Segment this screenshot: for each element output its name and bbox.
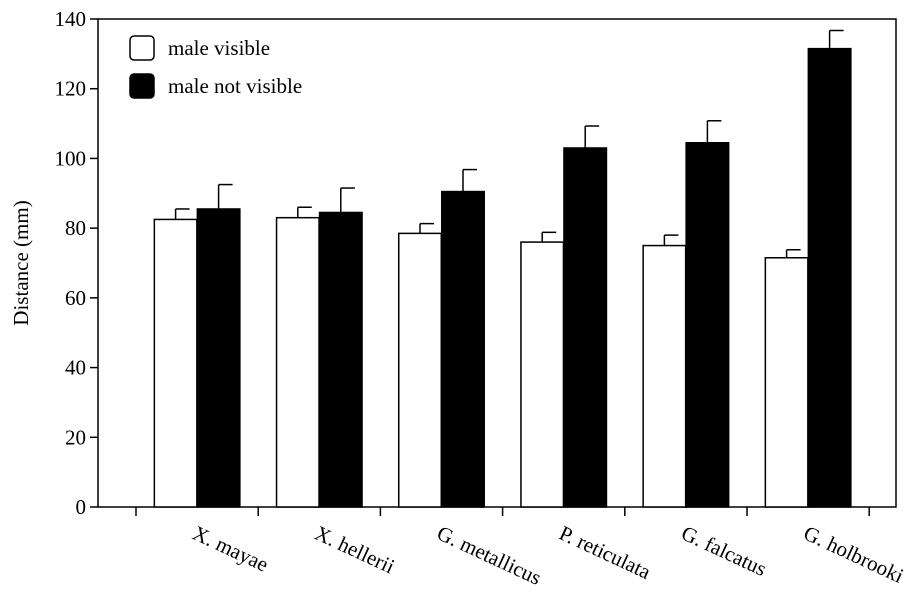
y-axis-title: Distance (mm) <box>9 200 33 325</box>
y-tick-label: 120 <box>55 77 87 101</box>
bars <box>153 47 852 508</box>
legend-swatch <box>129 73 155 99</box>
y-tick-label: 0 <box>76 495 87 519</box>
x-category-label: G. holbrooki <box>800 521 908 588</box>
y-tick-label: 80 <box>65 216 86 240</box>
bar <box>563 147 608 508</box>
bar <box>685 141 730 508</box>
plot-frame <box>97 18 897 508</box>
bar <box>642 244 687 508</box>
y-tick-label: 20 <box>65 425 86 449</box>
y-tick-label: 60 <box>65 286 86 310</box>
x-category-label: G. falcatus <box>678 521 771 581</box>
bar <box>441 190 485 508</box>
bar <box>520 241 565 508</box>
legend-swatch <box>129 35 155 61</box>
bar <box>398 232 442 508</box>
axes <box>90 18 897 516</box>
x-category-label: G. metallicus <box>433 521 545 590</box>
bar <box>764 257 809 508</box>
bar <box>196 208 241 508</box>
bar <box>275 216 320 508</box>
y-tick-label: 140 <box>55 7 87 31</box>
x-category-label: X. hellerii <box>311 521 398 579</box>
x-category-label: P. reticulata <box>556 521 656 584</box>
error-bars <box>174 29 844 258</box>
y-tick-label: 100 <box>55 146 87 170</box>
bar <box>153 218 198 508</box>
x-category-label: X. mayae <box>189 521 272 577</box>
bar <box>807 47 852 508</box>
legend-label: male visible <box>168 36 270 60</box>
legend-label: male not visible <box>168 74 302 98</box>
bar <box>318 211 363 508</box>
y-tick-label: 40 <box>65 356 86 380</box>
legend: male visible male not visible <box>129 35 302 99</box>
